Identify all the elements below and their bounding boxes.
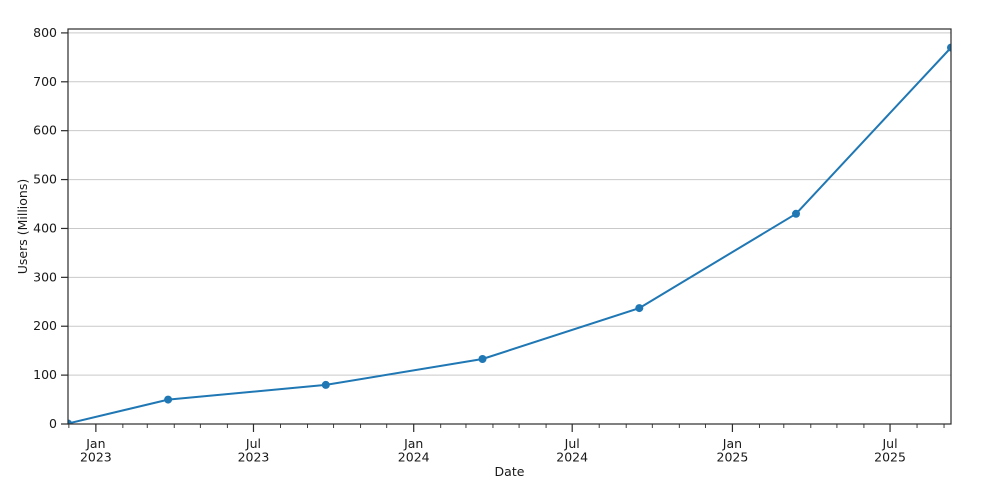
series-group bbox=[68, 43, 951, 424]
x-tick-month: Jul bbox=[245, 436, 261, 451]
x-tick-month: Jul bbox=[881, 436, 897, 451]
data-point-marker bbox=[792, 209, 800, 218]
x-tick-label: Jan 2023 bbox=[80, 436, 112, 465]
y-tick-label: 600 bbox=[33, 123, 57, 138]
x-tick-year: 2024 bbox=[556, 450, 588, 465]
x-axis-label: Date bbox=[495, 464, 525, 479]
x-tick-label: Jan 2024 bbox=[398, 436, 430, 465]
x-axis-minor-ticks bbox=[68, 424, 945, 428]
data-point-marker bbox=[947, 43, 951, 52]
x-tick-label: Jan 2025 bbox=[717, 436, 749, 465]
y-tick-label: 400 bbox=[33, 220, 57, 235]
x-tick-label: Jul 2025 bbox=[874, 436, 906, 465]
x-tick-month: Jan bbox=[722, 436, 742, 451]
y-tick-label: 800 bbox=[33, 25, 57, 40]
y-tick-label: 700 bbox=[33, 74, 57, 89]
x-tick-month: Jan bbox=[403, 436, 423, 451]
x-tick-month: Jul bbox=[564, 436, 580, 451]
x-tick-year: 2023 bbox=[80, 450, 112, 465]
y-tick-label: 200 bbox=[33, 318, 57, 333]
y-tick-label: 500 bbox=[33, 172, 57, 187]
x-tick-label: Jul 2023 bbox=[238, 436, 270, 465]
data-point-marker bbox=[478, 355, 487, 363]
data-point-marker bbox=[164, 395, 173, 404]
y-tick-label: 300 bbox=[33, 269, 57, 284]
data-point-marker bbox=[321, 380, 330, 389]
x-tick-year: 2024 bbox=[398, 450, 430, 465]
x-tick-year: 2023 bbox=[238, 450, 270, 465]
plot-border bbox=[67, 28, 952, 425]
x-tick-year: 2025 bbox=[874, 450, 906, 465]
data-point-marker bbox=[635, 304, 644, 313]
plot-background bbox=[68, 29, 951, 424]
x-tick-month: Jan bbox=[85, 436, 105, 451]
y-tick-label: 100 bbox=[33, 367, 57, 382]
y-axis-ticks: 0 100 200 300 400 500 600 700 800 bbox=[33, 25, 68, 431]
y-axis-label: Users (Millions) bbox=[15, 179, 30, 275]
x-tick-year: 2025 bbox=[717, 450, 749, 465]
y-tick-label: 0 bbox=[49, 416, 57, 431]
x-tick-label: Jul 2024 bbox=[556, 436, 588, 465]
data-point-marker bbox=[68, 419, 72, 424]
